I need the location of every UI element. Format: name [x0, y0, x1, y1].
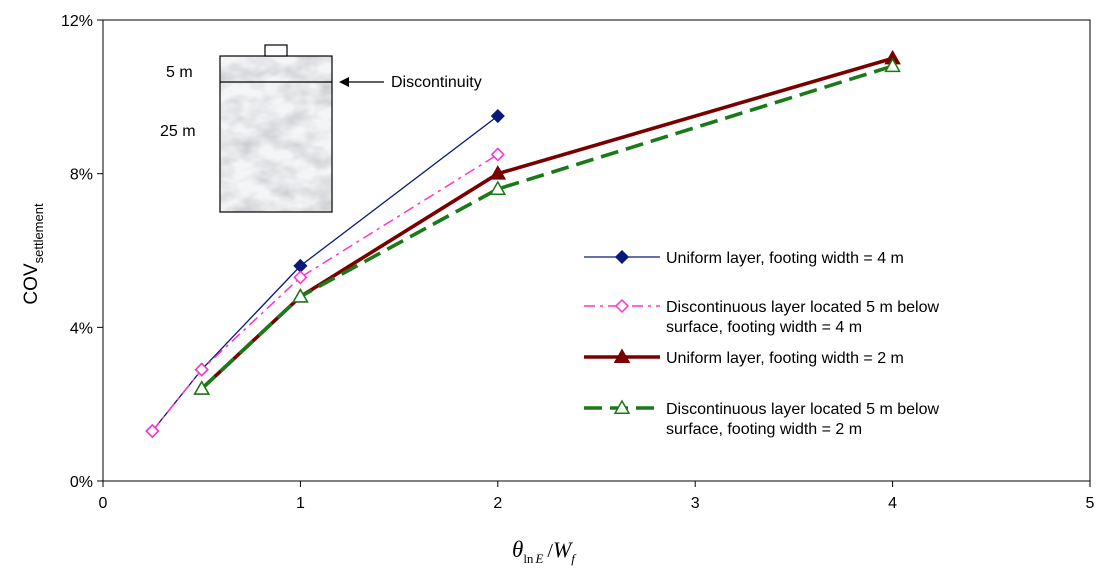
x-axis-slash: / — [547, 540, 553, 562]
inset-bottom-label: 25 m — [160, 123, 196, 140]
legend-label: Uniform layer, footing width = 4 m — [666, 250, 904, 267]
y-tick-label: 4% — [70, 320, 93, 337]
soil-inset: 5 m 25 m Discontinuity — [160, 44, 482, 213]
x-tick-label: 1 — [296, 495, 305, 512]
y-axis-title: COVsettlement — [21, 203, 46, 305]
y-axis: 0% 4% 8% 12% — [61, 13, 103, 491]
inset-arrow-head — [339, 77, 349, 87]
x-axis-ln: ln — [523, 551, 534, 566]
x-axis-title: θln E /Wf — [512, 537, 577, 566]
inset-soil-texture — [220, 56, 332, 212]
series-4-line — [200, 64, 894, 391]
legend-entry-4: Discontinuous layer located 5 m below sur… — [584, 399, 939, 438]
series-4-point — [884, 57, 901, 73]
y-tick-label: 0% — [70, 474, 93, 491]
y-axis-title-main: COV — [21, 263, 42, 305]
x-tick-label: 2 — [493, 495, 502, 512]
series-4 — [193, 57, 901, 395]
legend-label: Uniform layer, footing width = 2 m — [666, 350, 904, 367]
x-axis: 0 1 2 3 4 5 — [99, 481, 1095, 512]
series-2-point — [293, 270, 308, 285]
legend-entry-1: Uniform layer, footing width = 4 m — [584, 249, 904, 267]
series-4-point — [292, 288, 309, 303]
x-tick-label: 3 — [691, 495, 700, 512]
inset-footing — [264, 44, 288, 57]
x-axis-w: W — [553, 537, 573, 562]
series-2-line — [151, 153, 499, 432]
series-4-point — [193, 380, 210, 395]
x-axis-theta: θ — [512, 537, 523, 562]
x-tick-label: 5 — [1086, 495, 1095, 512]
y-axis-title-sub: settlement — [31, 203, 46, 263]
legend-swatch-marker — [614, 298, 630, 314]
legend: Uniform layer, footing width = 4 m Discon… — [584, 249, 939, 438]
legend-swatch-marker — [613, 399, 631, 414]
legend-entry-3: Uniform layer, footing width = 2 m — [584, 348, 904, 367]
series-2-point — [490, 147, 505, 162]
x-axis-e: E — [534, 551, 543, 566]
x-tick-label: 0 — [99, 495, 108, 512]
x-tick-label: 4 — [888, 495, 897, 512]
inset-top-label: 5 m — [166, 64, 193, 81]
series-1-line — [151, 115, 499, 432]
legend-label: Discontinuous layer located 5 m below — [666, 401, 939, 418]
series-1-point — [490, 108, 505, 124]
legend-label: Discontinuous layer located 5 m below — [666, 299, 939, 316]
series-2-point — [194, 362, 209, 377]
legend-swatch-marker — [614, 249, 630, 265]
series-4-point — [489, 180, 507, 196]
legend-label: surface, footing width = 2 m — [666, 421, 862, 438]
legend-swatch-marker — [613, 348, 631, 363]
series-3-point — [489, 165, 507, 180]
series-2 — [145, 147, 505, 439]
inset-annotation: Discontinuity — [391, 74, 482, 91]
legend-entry-2: Discontinuous layer located 5 m below sur… — [584, 298, 939, 336]
y-tick-label: 12% — [61, 13, 93, 30]
legend-label: surface, footing width = 4 m — [666, 319, 862, 336]
y-tick-label: 8% — [70, 167, 93, 184]
series-2-point — [145, 423, 160, 439]
series-layer — [145, 49, 901, 439]
x-axis-f: f — [571, 551, 577, 566]
